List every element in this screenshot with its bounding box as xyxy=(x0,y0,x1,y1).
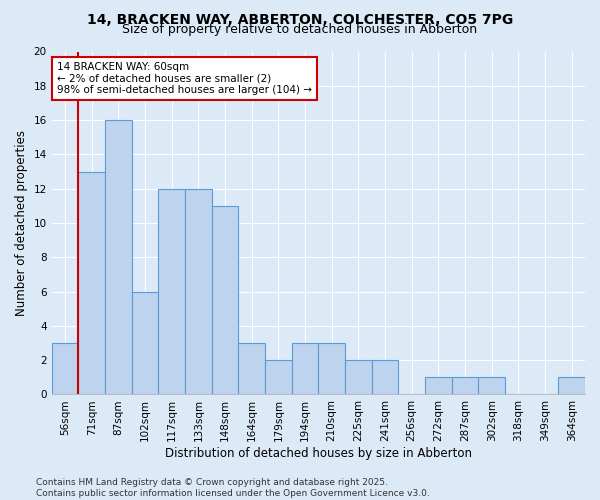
Bar xyxy=(345,360,371,394)
Bar xyxy=(319,343,345,394)
X-axis label: Distribution of detached houses by size in Abberton: Distribution of detached houses by size … xyxy=(165,447,472,460)
Text: Contains HM Land Registry data © Crown copyright and database right 2025.
Contai: Contains HM Land Registry data © Crown c… xyxy=(36,478,430,498)
Text: 14 BRACKEN WAY: 60sqm
← 2% of detached houses are smaller (2)
98% of semi-detach: 14 BRACKEN WAY: 60sqm ← 2% of detached h… xyxy=(57,62,312,95)
Bar xyxy=(478,378,505,394)
Bar xyxy=(425,378,452,394)
Bar xyxy=(559,378,585,394)
Bar xyxy=(371,360,398,394)
Bar xyxy=(212,206,238,394)
Y-axis label: Number of detached properties: Number of detached properties xyxy=(15,130,28,316)
Bar xyxy=(158,188,185,394)
Bar xyxy=(452,378,478,394)
Text: Size of property relative to detached houses in Abberton: Size of property relative to detached ho… xyxy=(122,22,478,36)
Bar xyxy=(105,120,131,394)
Bar xyxy=(79,172,105,394)
Bar xyxy=(292,343,319,394)
Text: 14, BRACKEN WAY, ABBERTON, COLCHESTER, CO5 7PG: 14, BRACKEN WAY, ABBERTON, COLCHESTER, C… xyxy=(87,12,513,26)
Bar xyxy=(238,343,265,394)
Bar xyxy=(131,292,158,395)
Bar xyxy=(185,188,212,394)
Bar xyxy=(52,343,79,394)
Bar xyxy=(265,360,292,394)
